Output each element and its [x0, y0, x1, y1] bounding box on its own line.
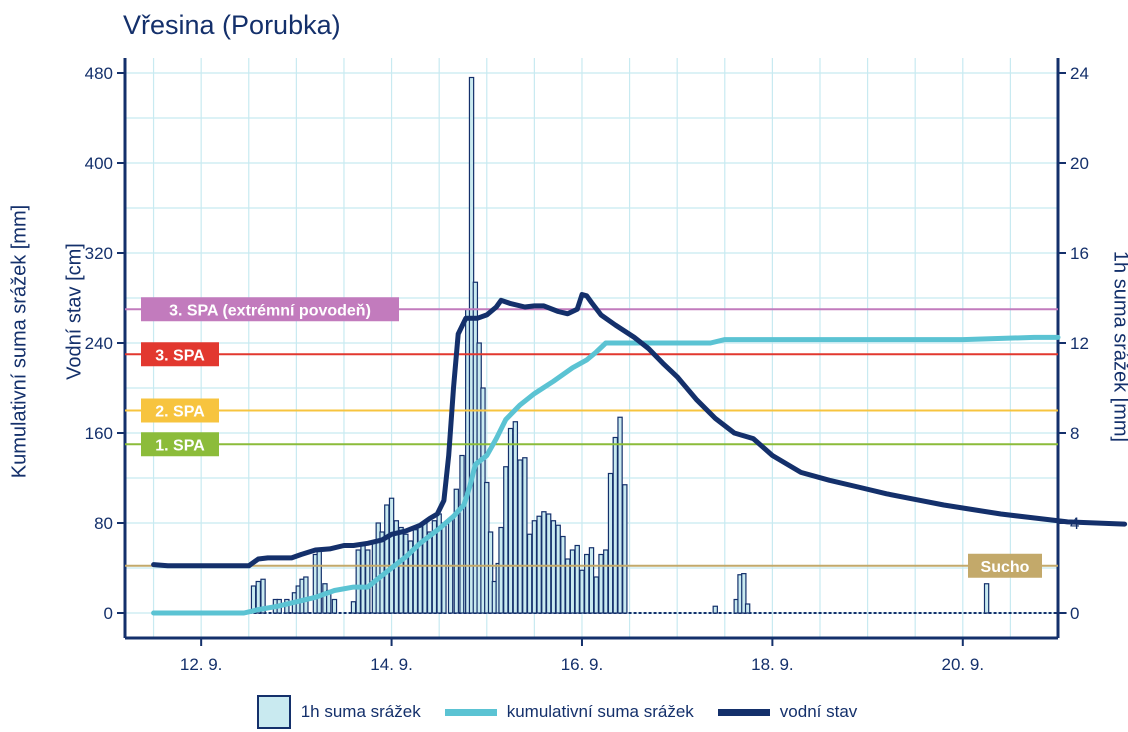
legend-item-bars: 1h suma srážek — [257, 695, 421, 729]
rain-bar — [399, 528, 403, 614]
rain-bar — [317, 550, 321, 613]
rain-bar — [608, 474, 612, 614]
rain-bar — [508, 429, 512, 614]
rain-bar — [713, 606, 717, 613]
left-tick-label: 0 — [104, 604, 113, 623]
rain-bar — [356, 550, 360, 613]
rain-bar — [532, 521, 536, 613]
left-tick-label: 400 — [85, 154, 113, 173]
legend-label-level: vodní stav — [780, 702, 858, 722]
rain-bar — [585, 555, 589, 614]
legend-label-bars: 1h suma srážek — [301, 702, 421, 722]
rain-bar — [580, 570, 584, 613]
rain-bar — [589, 548, 593, 613]
left-tick-label: 160 — [85, 424, 113, 443]
rain-bar — [599, 555, 603, 614]
threshold-label: 2. SPA — [155, 404, 205, 421]
legend-swatch-bars — [257, 695, 291, 729]
rain-bar — [566, 559, 570, 613]
legend-item-level: vodní stav — [718, 702, 858, 722]
rain-bar — [551, 521, 555, 613]
threshold-label: 3. SPA (extrémní povodeň) — [169, 302, 371, 319]
rain-bar — [613, 438, 617, 614]
rain-bar — [351, 602, 355, 613]
rain-bar — [570, 550, 574, 613]
legend-item-cumulative: kumulativní suma srážek — [445, 702, 694, 722]
x-tick-label: 20. 9. — [942, 655, 985, 674]
rain-bar — [528, 534, 532, 613]
rain-bar — [504, 467, 508, 613]
legend: 1h suma srážek kumulativní suma srážek v… — [0, 692, 1128, 732]
right-tick-label: 0 — [1070, 604, 1079, 623]
right-tick-label: 24 — [1070, 64, 1089, 83]
right-tick-label: 8 — [1070, 424, 1079, 443]
rain-bar — [513, 422, 517, 613]
rain-bar — [442, 523, 446, 613]
rain-bar — [547, 514, 551, 613]
rain-bar — [361, 546, 365, 614]
rain-bar — [404, 534, 408, 613]
rain-bar — [366, 550, 370, 613]
rain-bar — [556, 525, 560, 613]
rain-bar — [418, 525, 422, 613]
left-tick-label: 320 — [85, 244, 113, 263]
rain-bar — [428, 532, 432, 613]
rain-bar — [304, 577, 308, 613]
x-tick-label: 18. 9. — [751, 655, 794, 674]
rain-bar — [413, 530, 417, 613]
left-tick-label: 240 — [85, 334, 113, 353]
rain-bar — [518, 460, 522, 613]
x-tick-label: 14. 9. — [370, 655, 413, 674]
right-tick-label: 16 — [1070, 244, 1089, 263]
water-level-line — [154, 295, 1125, 566]
rain-bar — [746, 604, 750, 613]
threshold-label: Sucho — [981, 559, 1030, 576]
x-tick-label: 12. 9. — [180, 655, 223, 674]
left-tick-label: 80 — [94, 514, 113, 533]
rain-bar — [594, 577, 598, 613]
x-tick-label: 16. 9. — [561, 655, 604, 674]
rain-bar — [604, 550, 608, 613]
legend-swatch-level — [718, 709, 770, 716]
rain-bar — [542, 512, 546, 613]
right-tick-label: 12 — [1070, 334, 1089, 353]
rain-bar — [618, 417, 622, 613]
rain-bar — [332, 600, 336, 614]
left-axis-title-inner: Vodní stav [cm] — [64, 232, 87, 392]
rain-bar — [454, 489, 458, 613]
rain-bar — [389, 498, 393, 613]
rain-bar — [984, 584, 988, 613]
rain-bar — [623, 485, 627, 613]
rain-bar — [523, 458, 527, 613]
left-tick-label: 480 — [85, 64, 113, 83]
threshold-label: 3. SPA — [155, 347, 205, 364]
legend-label-cumulative: kumulativní suma srážek — [507, 702, 694, 722]
rain-bar — [561, 537, 565, 614]
legend-swatch-cumulative — [445, 709, 497, 716]
rain-bar — [537, 516, 541, 613]
rain-bar — [575, 546, 579, 614]
right-axis-title: 1h suma srážek [mm] — [1109, 247, 1128, 447]
threshold-label: 1. SPA — [155, 437, 205, 454]
rain-bar — [385, 505, 389, 613]
left-axis-title-outer: Kumulativní suma srážek [mm] — [9, 182, 32, 502]
rain-bar — [499, 528, 503, 614]
right-tick-label: 20 — [1070, 154, 1089, 173]
